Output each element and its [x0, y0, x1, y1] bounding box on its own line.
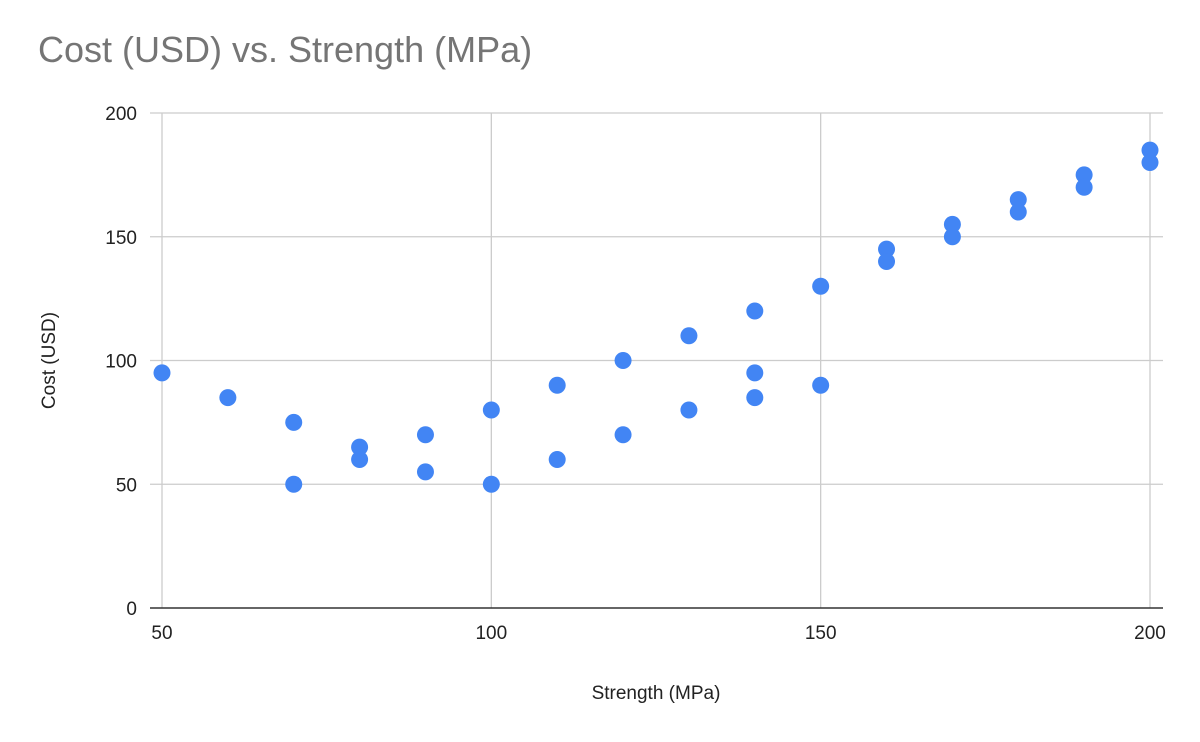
data-point — [1009, 191, 1027, 209]
tick-labels: 0 50 100 150 200 50 100 150 200 — [105, 104, 1166, 644]
data-point — [219, 389, 237, 407]
data-point — [482, 475, 500, 493]
data-point — [614, 426, 632, 444]
data-point — [812, 277, 830, 295]
data-point — [548, 451, 566, 468]
y-tick-label: 200 — [105, 104, 137, 125]
data-point — [1075, 178, 1093, 196]
data-point — [943, 215, 961, 233]
y-tick-label: 150 — [105, 228, 137, 249]
x-tick-label: 150 — [805, 623, 837, 644]
grid-lines — [150, 112, 1163, 608]
x-tick-label: 50 — [151, 623, 172, 644]
y-tick-label: 50 — [116, 475, 137, 496]
chart-title: Cost (USD) vs. Strength (MPa) — [38, 29, 533, 70]
data-point — [548, 376, 566, 394]
data-point — [746, 364, 764, 382]
x-tick-label: 100 — [475, 623, 507, 644]
data-point — [680, 401, 698, 419]
data-point — [1141, 154, 1159, 171]
data-point — [153, 364, 171, 382]
data-point — [812, 376, 830, 394]
data-point — [878, 240, 896, 258]
data-point — [1141, 141, 1159, 159]
data-point — [351, 451, 369, 468]
data-point — [680, 327, 698, 345]
y-tick-label: 100 — [105, 352, 137, 373]
data-point — [351, 438, 369, 456]
data-points — [153, 141, 1159, 493]
x-tick-label: 200 — [1134, 623, 1166, 644]
y-axis-title: Cost (USD) — [39, 312, 60, 409]
data-point — [285, 413, 303, 431]
data-point — [1075, 166, 1093, 184]
data-point — [614, 352, 632, 369]
data-point — [878, 253, 896, 270]
data-point — [482, 401, 500, 419]
data-point — [746, 389, 764, 407]
data-point — [943, 228, 961, 246]
x-axis-title: Strength (MPa) — [592, 683, 721, 704]
data-point — [416, 426, 434, 444]
data-point — [746, 302, 764, 320]
data-point — [1009, 203, 1027, 221]
data-point — [285, 475, 303, 493]
y-tick-label: 0 — [126, 599, 137, 620]
data-point — [416, 463, 434, 481]
